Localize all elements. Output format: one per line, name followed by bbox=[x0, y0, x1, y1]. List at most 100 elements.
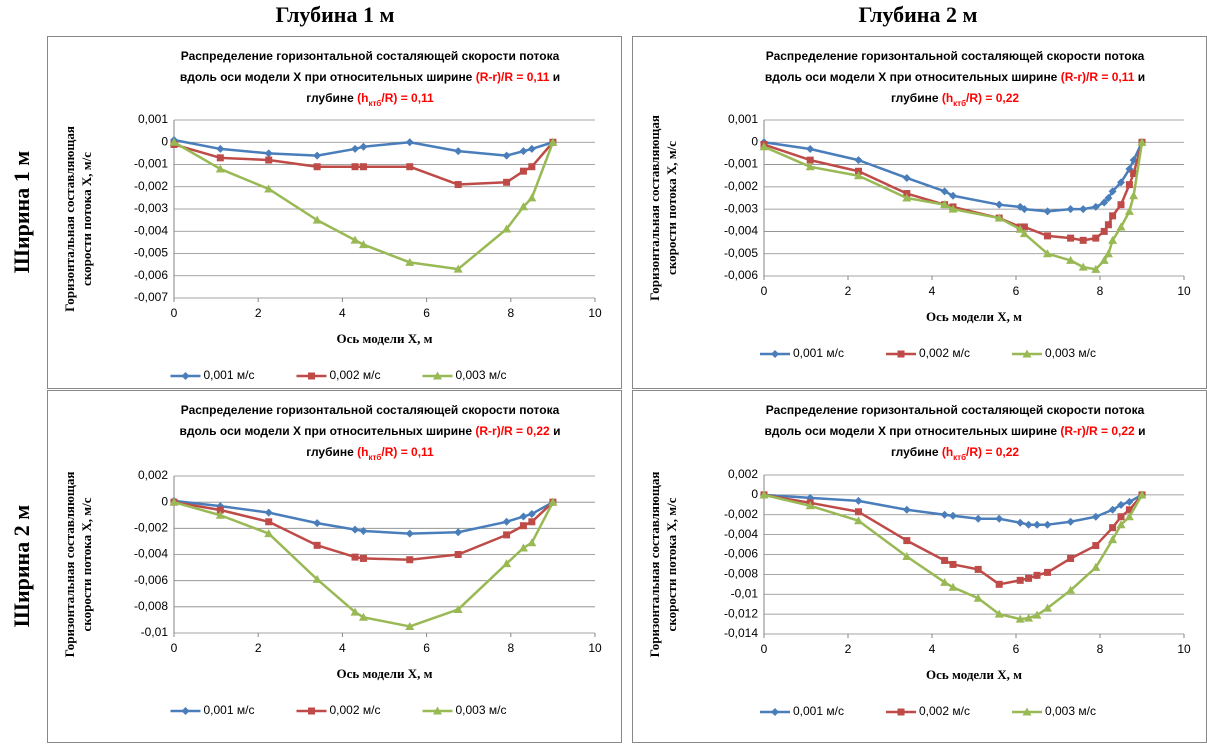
marker bbox=[502, 559, 512, 568]
y-tick-label: 0,001 bbox=[728, 112, 758, 126]
marker bbox=[903, 537, 911, 545]
marker bbox=[1022, 707, 1032, 716]
marker bbox=[351, 163, 359, 171]
x-tick-label: 0 bbox=[171, 306, 178, 320]
marker bbox=[1104, 194, 1113, 202]
y-tick-label: -0,002 bbox=[134, 521, 168, 535]
legend-label: 0,002 м/с bbox=[919, 704, 970, 718]
marker bbox=[358, 240, 368, 249]
marker bbox=[351, 553, 359, 561]
title-segment: Распределение горизонтальной состаляющей… bbox=[766, 49, 1145, 63]
chart-title: Распределение горизонтальной состаляющей… bbox=[181, 49, 560, 63]
marker bbox=[527, 538, 537, 547]
marker bbox=[1117, 513, 1125, 521]
marker bbox=[897, 350, 905, 358]
marker bbox=[454, 147, 463, 156]
marker bbox=[1137, 137, 1147, 146]
marker bbox=[940, 577, 950, 586]
marker bbox=[902, 193, 912, 202]
marker bbox=[181, 707, 190, 715]
x-tick-label: 6 bbox=[1013, 642, 1020, 656]
marker bbox=[1067, 554, 1075, 562]
y-axis-label: скорости потока X, м/с bbox=[79, 152, 94, 286]
legend-label: 0,002 м/с bbox=[330, 368, 381, 382]
title-segment: вдоль оси модели X при относительных шир… bbox=[180, 424, 476, 438]
title-segment: вдоль оси модели X при относительных шир… bbox=[765, 70, 1061, 84]
legend-label: 0,001 м/с bbox=[793, 346, 844, 360]
marker bbox=[502, 151, 511, 160]
title-segment: (R-r)/R = 0,11 bbox=[476, 70, 550, 84]
marker bbox=[519, 167, 527, 175]
y-tick-label: -0,003 bbox=[134, 201, 168, 215]
marker bbox=[313, 151, 322, 160]
marker bbox=[1125, 165, 1134, 174]
title-segment: ктб bbox=[368, 453, 381, 462]
title-segment: /R) = 0,22 bbox=[966, 445, 1019, 459]
row-header: Ширина 2 м bbox=[9, 505, 34, 627]
title-segment: вдоль оси модели X при относительных шир… bbox=[765, 424, 1061, 438]
marker bbox=[216, 506, 224, 514]
y-tick-label: -0,007 bbox=[134, 290, 168, 304]
y-tick-label: -0,008 bbox=[724, 567, 758, 581]
chart-title: Распределение горизонтальной состаляющей… bbox=[181, 403, 560, 417]
x-tick-label: 2 bbox=[255, 641, 262, 655]
y-tick-label: -0,002 bbox=[724, 179, 758, 193]
marker bbox=[216, 154, 224, 162]
row-header: Ширина 1 м bbox=[9, 151, 34, 273]
y-axis-label: Горизонтальная составляющая bbox=[62, 126, 77, 312]
x-axis-label: Ось модели X, м bbox=[926, 667, 1022, 682]
chart-title: вдоль оси модели X при относительных шир… bbox=[765, 70, 1145, 84]
x-tick-label: 10 bbox=[588, 306, 602, 320]
marker bbox=[1078, 262, 1088, 271]
y-tick-label: 0 bbox=[161, 494, 168, 508]
marker bbox=[1020, 223, 1028, 231]
marker bbox=[771, 350, 779, 358]
marker bbox=[1067, 234, 1075, 242]
marker bbox=[759, 490, 769, 499]
y-tick-label: -0,004 bbox=[724, 527, 758, 541]
marker bbox=[805, 162, 815, 171]
y-tick-label: -0,004 bbox=[134, 223, 168, 237]
marker bbox=[264, 149, 273, 158]
y-tick-label: -0,006 bbox=[134, 268, 168, 282]
marker bbox=[405, 138, 414, 147]
marker bbox=[1091, 202, 1100, 211]
chart-panel: Распределение горизонтальной состаляющей… bbox=[47, 390, 622, 743]
title-segment: и bbox=[549, 70, 560, 84]
legend-label: 0,003 м/с bbox=[456, 368, 507, 382]
marker bbox=[1025, 574, 1033, 582]
legend-label: 0,002 м/с bbox=[919, 346, 970, 360]
y-axis-label: Горизонтальная составляющая bbox=[62, 472, 77, 658]
marker bbox=[527, 193, 537, 202]
x-tick-label: 2 bbox=[845, 642, 852, 656]
y-tick-label: -0,005 bbox=[134, 246, 168, 260]
marker bbox=[1091, 512, 1100, 521]
marker bbox=[1125, 506, 1133, 514]
marker bbox=[1043, 603, 1052, 612]
title-segment: Распределение горизонтальной состаляющей… bbox=[766, 403, 1145, 417]
y-tick-label: -0,005 bbox=[724, 246, 758, 260]
marker bbox=[902, 505, 911, 514]
marker bbox=[215, 510, 225, 519]
marker bbox=[1024, 520, 1033, 529]
marker bbox=[1137, 490, 1147, 499]
marker bbox=[948, 582, 958, 591]
y-tick-label: 0 bbox=[751, 487, 758, 501]
y-axis-label: скорости потока X, м/с bbox=[664, 141, 679, 275]
title-segment: (h bbox=[357, 91, 368, 105]
marker bbox=[1125, 181, 1133, 189]
title-segment: глубине bbox=[306, 91, 357, 105]
marker bbox=[453, 604, 463, 613]
marker bbox=[771, 708, 779, 716]
title-segment: ктб bbox=[368, 99, 381, 108]
legend-label: 0,002 м/с bbox=[330, 703, 381, 717]
marker bbox=[1066, 517, 1075, 526]
marker bbox=[265, 518, 273, 526]
marker bbox=[454, 528, 463, 537]
y-axis-label: скорости потока X, м/с bbox=[664, 497, 679, 631]
marker bbox=[548, 497, 558, 506]
chart-title: вдоль оси модели X при относительных шир… bbox=[180, 424, 561, 438]
y-tick-label: 0,001 bbox=[138, 112, 168, 126]
marker bbox=[1015, 614, 1025, 623]
